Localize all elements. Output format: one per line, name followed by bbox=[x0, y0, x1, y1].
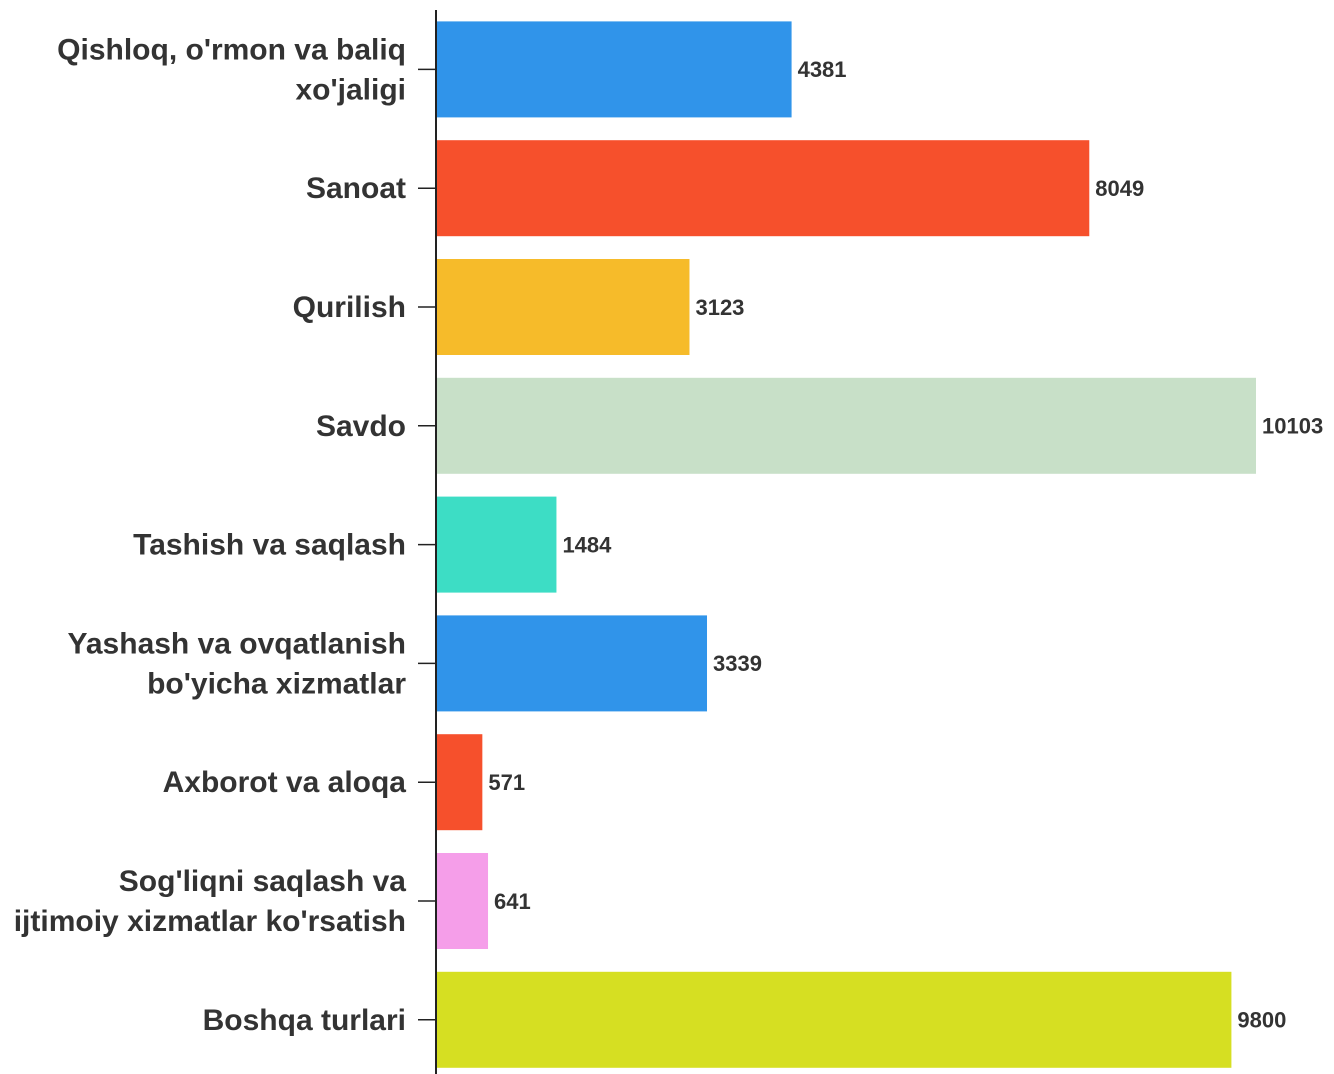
value-label: 10103 bbox=[1262, 414, 1323, 439]
y-tick-label: Boshqa turlari bbox=[203, 1004, 406, 1037]
value-label: 3339 bbox=[713, 651, 762, 676]
y-tick-label: Sog'liqni saqlash va ijtimoiy xizmatlar k… bbox=[14, 865, 407, 938]
y-tick-label: Tashish va saqlash bbox=[133, 529, 406, 562]
bar bbox=[436, 853, 489, 949]
bar bbox=[436, 21, 792, 118]
bar bbox=[436, 377, 1256, 474]
value-label: 9800 bbox=[1237, 1008, 1286, 1033]
value-label: 571 bbox=[488, 770, 525, 795]
bar bbox=[436, 140, 1090, 237]
bar bbox=[436, 615, 708, 712]
y-tick-label: Axborot va aloqa bbox=[163, 766, 407, 799]
value-label: 4381 bbox=[798, 57, 847, 82]
value-label: 1484 bbox=[562, 532, 612, 557]
value-label: 3123 bbox=[695, 295, 744, 320]
y-tick-label: Yashash va ovqatlanish bo'yicha xizmatlar bbox=[68, 627, 407, 700]
y-tick-label: Savdo bbox=[316, 410, 406, 443]
bar bbox=[436, 971, 1232, 1068]
value-label: 8049 bbox=[1095, 176, 1144, 201]
y-tick-label: Qurilish bbox=[293, 291, 406, 324]
bar bbox=[436, 496, 557, 593]
y-tick-label: Sanoat bbox=[306, 172, 406, 205]
value-label: 641 bbox=[494, 889, 531, 914]
y-tick-label: Qishloq, o'rmon va baliq xo'jaligi bbox=[57, 33, 406, 106]
bar bbox=[436, 259, 690, 355]
bar bbox=[436, 734, 483, 831]
